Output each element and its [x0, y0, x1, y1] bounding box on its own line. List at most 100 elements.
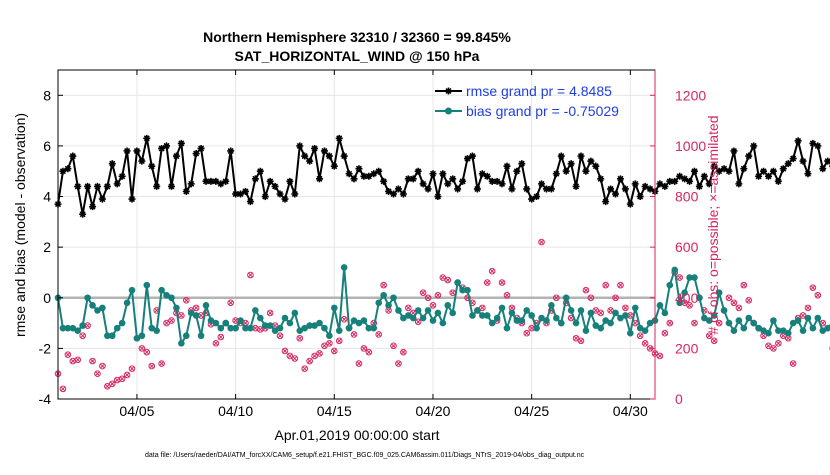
bias-point: [370, 325, 377, 332]
bias-point: [662, 310, 669, 317]
rmse-point: [400, 191, 407, 198]
y-right-tick-label: 400: [675, 290, 699, 306]
y-right-tick-label: 1200: [675, 87, 706, 103]
bias-point: [607, 320, 614, 327]
rmse-point: [99, 196, 106, 203]
rmse-point: [193, 150, 200, 157]
rmse-point: [790, 155, 797, 162]
rmse-point: [607, 185, 614, 192]
bias-point: [119, 320, 126, 327]
rmse-point: [592, 163, 599, 170]
bias-point: [736, 317, 743, 324]
rmse-point: [518, 160, 525, 167]
bias-point: [193, 312, 200, 319]
rmse-point: [242, 188, 249, 195]
bias-point: [573, 320, 580, 327]
rmse-point: [459, 178, 466, 185]
rmse-point: [558, 153, 565, 160]
rmse-point: [602, 198, 609, 205]
rmse-point: [148, 163, 155, 170]
rmse-point: [444, 180, 451, 187]
bias-point: [168, 294, 175, 301]
bias-point: [326, 332, 333, 339]
rmse-point: [109, 160, 116, 167]
bias-point: [469, 312, 476, 319]
bias-point: [805, 315, 812, 322]
bias-point: [410, 315, 417, 322]
rmse-point: [355, 165, 362, 172]
bias-point: [395, 307, 402, 314]
bias-point: [627, 330, 634, 337]
y-axis-right-label: # of obs: o=possible; ×=assimilated: [705, 115, 721, 334]
bias-point: [346, 325, 353, 332]
rmse-point: [316, 175, 323, 182]
bias-point: [578, 307, 585, 314]
bias-point: [558, 320, 565, 327]
bias-point: [173, 305, 180, 312]
rmse-point: [262, 193, 269, 200]
rmse-point: [454, 185, 461, 192]
rmse-point: [257, 168, 264, 175]
bias-point: [568, 307, 575, 314]
rmse-point: [770, 168, 777, 175]
bias-point: [84, 294, 91, 301]
bias-point: [380, 292, 387, 299]
bias-point: [114, 325, 121, 332]
bias-point: [810, 325, 817, 332]
rmse-point: [198, 145, 205, 152]
bias-point: [667, 282, 674, 289]
data-file-footer: data file: /Users/raeder/DAI/ATM_forcXX/…: [145, 452, 585, 459]
bias-point: [543, 317, 550, 324]
y-left-tick-label: 2: [43, 239, 51, 255]
rmse-point: [622, 185, 629, 192]
bias-point: [731, 327, 738, 334]
rmse-point: [548, 185, 555, 192]
chart-title: Northern Hemisphere 32310 / 32360 = 99.8…: [203, 29, 511, 45]
rmse-point: [129, 196, 136, 203]
bias-point: [494, 315, 501, 322]
rmse-point: [760, 168, 767, 175]
bias-point: [622, 312, 629, 319]
rmse-point: [138, 158, 145, 165]
bias-point: [158, 287, 165, 294]
rmse-point: [74, 183, 81, 190]
rmse-point: [785, 160, 792, 167]
rmse-point: [568, 160, 575, 167]
rmse-point: [395, 185, 402, 192]
rmse-point: [281, 196, 288, 203]
rmse-point: [745, 153, 752, 160]
y-right-tick-label: 200: [675, 340, 699, 356]
rmse-point: [79, 211, 86, 218]
rmse-point: [114, 180, 121, 187]
bias-point: [489, 320, 496, 327]
rmse-point: [311, 145, 318, 152]
legend-bias-marker: [445, 108, 452, 115]
rmse-point: [168, 183, 175, 190]
bias-point: [79, 322, 86, 329]
rmse-point: [533, 193, 540, 200]
rmse-point: [632, 180, 639, 187]
rmse-point: [553, 170, 560, 177]
bias-point: [321, 325, 328, 332]
bias-point: [252, 307, 259, 314]
rmse-point: [336, 135, 343, 142]
rmse-point: [321, 147, 328, 154]
bias-point: [440, 320, 447, 327]
y-left-tick-label: -2: [39, 340, 52, 356]
rmse-point: [804, 170, 811, 177]
bias-point: [770, 317, 777, 324]
bias-point: [74, 327, 81, 334]
rmse-point: [755, 173, 762, 180]
rmse-point: [538, 180, 545, 187]
bias-point: [612, 310, 619, 317]
bias-point: [632, 305, 639, 312]
rmse-point: [686, 178, 693, 185]
rmse-point: [351, 175, 358, 182]
rmse-point: [765, 173, 772, 180]
rmse-point: [469, 153, 476, 160]
rmse-point: [429, 170, 436, 177]
x-tick-label: 04/10: [218, 403, 253, 419]
rmse-point: [64, 165, 71, 172]
bias-point: [795, 317, 802, 324]
